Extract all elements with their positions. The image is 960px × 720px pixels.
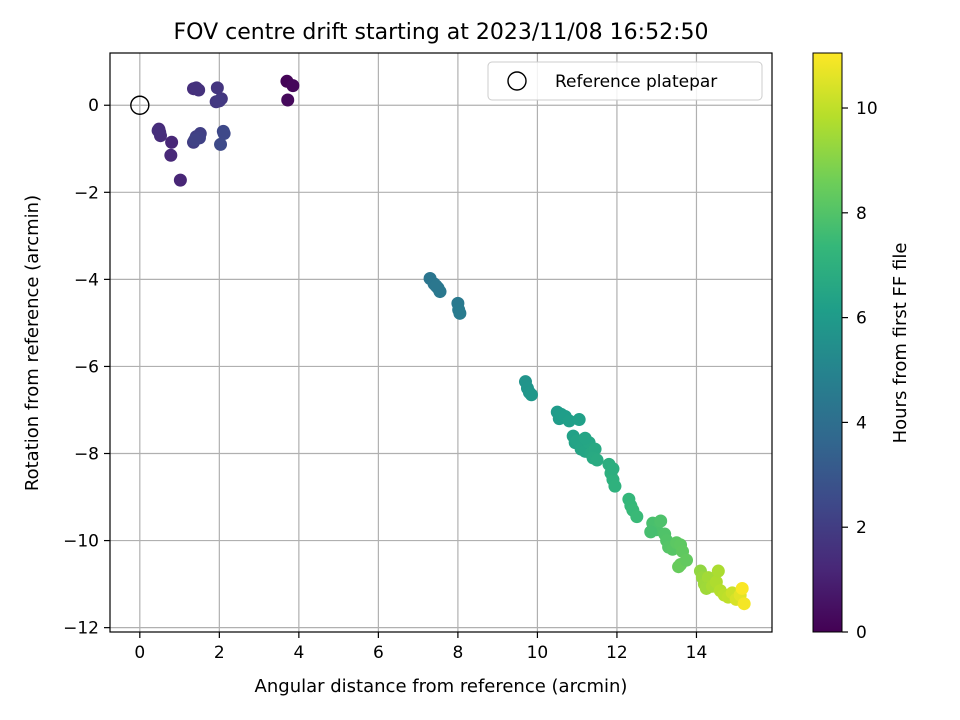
data-point (189, 81, 203, 95)
data-point (630, 510, 644, 524)
x-tick-label: 4 (293, 643, 304, 663)
legend-reference-marker (507, 71, 527, 91)
data-point (188, 133, 202, 147)
colorbar: 0 2 4 6 8 10 Hours from first FF file (812, 52, 911, 643)
data-points (130, 74, 751, 611)
data-point (606, 462, 620, 476)
reference-point-marker (130, 95, 150, 115)
data-point (711, 564, 725, 578)
data-point (590, 453, 604, 467)
data-point (217, 127, 231, 141)
data-point (286, 79, 300, 93)
y-tick-label: −2 (74, 183, 99, 203)
plot-frame (109, 52, 773, 633)
colorbar-label: Hours from first FF file (890, 243, 911, 444)
data-point (173, 173, 187, 187)
data-point (572, 413, 586, 427)
legend-box (487, 61, 763, 101)
y-axis-label: Rotation from reference (arcmin) (22, 195, 43, 491)
data-point (578, 431, 592, 445)
colorbar-tick-label: 2 (856, 518, 867, 538)
colorbar-tick-label: 8 (856, 204, 867, 224)
chart-title: FOV centre drift starting at 2023/11/08 … (174, 20, 709, 45)
x-tick-label: 10 (527, 643, 549, 663)
legend: Reference platepar (487, 61, 763, 101)
data-point (212, 94, 226, 108)
colorbar-ticks: 0 2 4 6 8 10 (842, 99, 878, 643)
x-tick-label: 2 (214, 643, 225, 663)
y-tick-label: −12 (63, 619, 99, 639)
data-point (680, 553, 694, 567)
colorbar-tick-label: 6 (856, 309, 867, 329)
data-point (644, 525, 658, 539)
y-tick-label: 0 (88, 96, 99, 116)
data-point (164, 148, 178, 162)
x-tick-label: 8 (452, 643, 463, 663)
colorbar-tick-label: 4 (856, 413, 867, 433)
y-axis-ticks: 0 −2 −4 −6 −8 −10 −12 (63, 96, 110, 639)
data-point (654, 514, 668, 528)
colorbar-tick-label: 0 (856, 623, 867, 643)
data-point (281, 93, 295, 107)
x-axis-ticks: 0 2 4 6 8 10 12 14 (134, 632, 707, 663)
y-tick-label: −6 (74, 357, 99, 377)
x-tick-label: 6 (373, 643, 384, 663)
data-point (429, 279, 443, 293)
y-tick-label: −8 (74, 445, 99, 465)
data-point (210, 81, 224, 95)
data-point (453, 306, 467, 320)
data-point (214, 137, 228, 151)
x-tick-label: 14 (686, 643, 708, 663)
legend-entry-reference: Reference platepar (555, 72, 717, 92)
colorbar-tick-label: 10 (856, 99, 878, 119)
data-point (608, 479, 622, 493)
y-tick-label: −4 (74, 270, 99, 290)
x-axis-label: Angular distance from reference (arcmin) (255, 676, 628, 697)
y-tick-label: −10 (63, 532, 99, 552)
data-point (524, 388, 538, 402)
x-tick-label: 12 (606, 643, 628, 663)
data-point (151, 123, 165, 137)
data-point (562, 414, 576, 428)
colorbar-gradient (812, 52, 843, 633)
data-point (737, 597, 751, 611)
data-point (735, 581, 749, 595)
x-tick-label: 0 (134, 643, 145, 663)
data-point (165, 135, 179, 149)
